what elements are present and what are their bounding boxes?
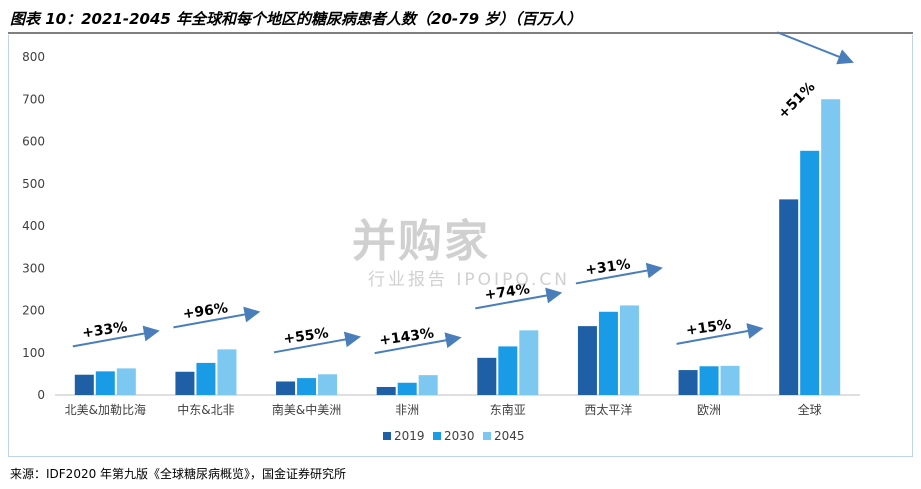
growth-label: +31% (584, 256, 631, 278)
y-tick-label: 0 (37, 388, 45, 402)
bar (116, 368, 136, 395)
x-tick-label: 欧洲 (697, 403, 721, 417)
x-tick-label: 西太平洋 (584, 402, 632, 417)
y-tick-label: 200 (22, 304, 45, 318)
growth-arrow (374, 332, 462, 355)
bar (318, 374, 338, 395)
bar (477, 357, 497, 395)
bar (598, 311, 618, 395)
x-tick-label: 非洲 (395, 403, 419, 417)
growth-label: +96% (182, 300, 229, 322)
growth-label: +74% (484, 281, 531, 303)
y-tick-label: 700 (22, 92, 45, 106)
bar (800, 150, 820, 395)
y-tick-label: 300 (22, 261, 45, 275)
bar (175, 371, 195, 395)
bar (519, 330, 539, 395)
growth-arrow (776, 31, 854, 65)
bar (678, 370, 698, 395)
y-tick-label: 600 (22, 135, 45, 149)
growth-label: +51% (775, 79, 818, 122)
bar (376, 386, 396, 395)
bar (577, 326, 597, 395)
growth-arrow (72, 325, 160, 348)
growth-label: +33% (81, 319, 128, 341)
y-tick-label: 400 (22, 219, 45, 233)
bar (276, 381, 296, 395)
y-tick-label: 500 (22, 177, 45, 191)
growth-arrow (475, 287, 563, 310)
legend-label: 2019 (394, 429, 425, 443)
legend-swatch (433, 432, 441, 440)
growth-label: +55% (282, 325, 329, 347)
bar (217, 349, 237, 395)
growth-label: +143% (378, 325, 435, 348)
x-tick-label: 北美&加勒比海 (65, 402, 146, 417)
legend-swatch (383, 432, 391, 440)
growth-label: +15% (685, 317, 732, 339)
bar (779, 199, 799, 395)
x-tick-label: 南美&中美洲 (272, 402, 341, 417)
growth-arrow (273, 331, 361, 354)
bar (498, 346, 518, 395)
bar (418, 375, 438, 395)
chart-frame (8, 35, 913, 457)
y-tick-label: 800 (22, 50, 45, 64)
growth-arrow (676, 323, 764, 345)
bar (821, 99, 841, 395)
x-tick-label: 全球 (798, 402, 822, 417)
growth-arrow (575, 262, 663, 285)
bar (720, 365, 740, 395)
bar (74, 374, 94, 395)
bar (297, 378, 317, 395)
bar (619, 305, 639, 395)
legend-swatch (483, 432, 491, 440)
title-divider (8, 32, 913, 34)
source-note: 来源：IDF2020 年第九版《全球糖尿病概览》，国金证券研究所 (10, 467, 347, 481)
chart-title: 图表 10：2021-2045 年全球和每个地区的糖尿病患者人数（20-79 岁… (10, 10, 582, 28)
y-tick-label: 100 (22, 346, 45, 360)
legend-label: 2030 (444, 429, 475, 443)
x-tick-label: 中东&北非 (177, 402, 234, 417)
bar (699, 366, 719, 395)
x-tick-label: 东南亚 (490, 402, 526, 417)
bar (95, 371, 115, 395)
growth-arrow (173, 306, 261, 329)
bar (397, 382, 417, 395)
bar (196, 362, 216, 395)
legend-label: 2045 (494, 429, 525, 443)
